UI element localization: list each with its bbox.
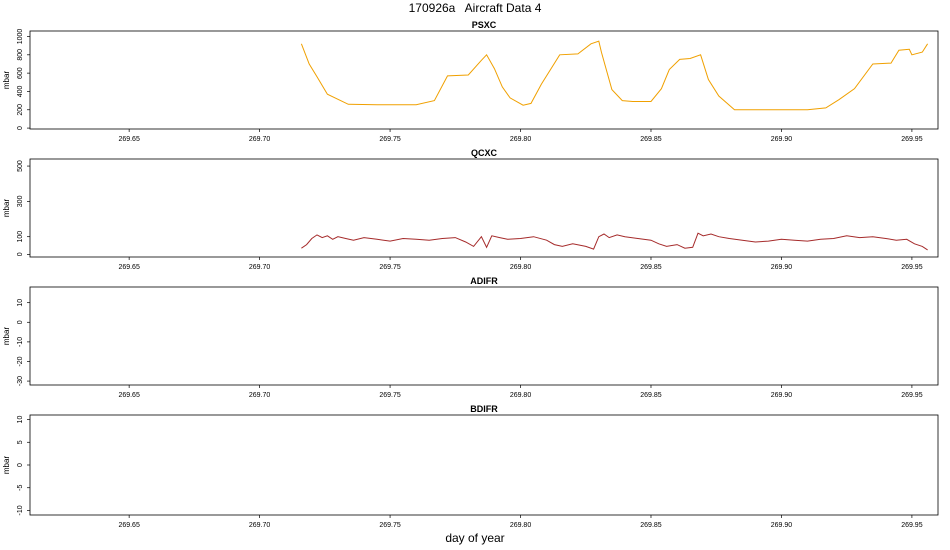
x-tick-label: 269.85 bbox=[640, 136, 662, 143]
y-tick-label: -30 bbox=[17, 376, 24, 386]
y-tick-label: 300 bbox=[17, 195, 24, 207]
x-tick-label: 269.95 bbox=[901, 136, 923, 143]
x-tick-label: 269.75 bbox=[379, 264, 401, 271]
x-tick-label: 269.80 bbox=[510, 136, 532, 143]
x-tick-label: 269.70 bbox=[249, 136, 271, 143]
panel-psxc: PSXC mbar 269.65 269.70 269.75 269.80 269.85 26… bbox=[2, 20, 939, 143]
y-tick-label: 800 bbox=[17, 49, 24, 61]
x-tick-label: 269.95 bbox=[901, 392, 923, 399]
y-tick-label: -20 bbox=[17, 356, 24, 366]
x-tick-label: 269.80 bbox=[510, 264, 532, 271]
x-tick-label: 269.80 bbox=[510, 392, 532, 399]
y-axis-label: mbar bbox=[2, 456, 11, 475]
x-tick-label: 269.90 bbox=[771, 392, 793, 399]
y-tick-label: 5 bbox=[17, 440, 24, 444]
y-tick-label: 1000 bbox=[17, 29, 24, 45]
panel-bdifr: BDIFR mbar 269.65 269.70 269.75 269.80 269.85 2… bbox=[2, 404, 939, 529]
plot-frame bbox=[29, 30, 939, 130]
y-tick-label: 0 bbox=[17, 126, 24, 130]
y-tick-label: 400 bbox=[17, 86, 24, 98]
x-tick-label: 269.65 bbox=[118, 136, 140, 143]
y-tick-label: 0 bbox=[17, 252, 24, 256]
y-tick-label: 0 bbox=[17, 463, 24, 467]
y-tick-label: -10 bbox=[17, 337, 24, 347]
x-tick-label: 269.65 bbox=[118, 264, 140, 271]
x-tick-label: 269.95 bbox=[901, 522, 923, 529]
x-tick-label: 269.90 bbox=[771, 264, 793, 271]
y-tick-label: 0 bbox=[17, 320, 24, 324]
x-tick-label: 269.70 bbox=[249, 392, 271, 399]
plot-frame bbox=[29, 414, 939, 516]
series-line bbox=[300, 40, 929, 111]
panel-title: PSXC bbox=[472, 20, 497, 30]
x-tick-label: 269.90 bbox=[771, 522, 793, 529]
x-tick-label: 269.75 bbox=[379, 136, 401, 143]
x-tick-label: 269.70 bbox=[249, 522, 271, 529]
panel-title: QCXC bbox=[471, 148, 498, 158]
x-axis-label: day of year bbox=[445, 531, 505, 545]
y-tick-label: 600 bbox=[17, 67, 24, 79]
panel-title: ADIFR bbox=[470, 276, 498, 286]
chart-main-title: 170926a Aircraft Data 4 bbox=[408, 1, 542, 15]
x-tick-label: 269.75 bbox=[379, 392, 401, 399]
y-tick-label: 200 bbox=[17, 104, 24, 116]
x-tick-label: 269.90 bbox=[771, 136, 793, 143]
x-tick-label: 269.70 bbox=[249, 264, 271, 271]
y-tick-label: -5 bbox=[17, 485, 24, 491]
series-line bbox=[301, 232, 928, 251]
plot-frame bbox=[29, 158, 939, 258]
y-tick-label: 10 bbox=[17, 299, 24, 307]
panel-qcxc: QCXC mbar 269.65 269.70 269.75 269.80 269.85 26… bbox=[2, 148, 939, 271]
y-axis-label: mbar bbox=[2, 71, 11, 90]
y-tick-label: 10 bbox=[17, 416, 24, 424]
x-tick-label: 269.95 bbox=[901, 264, 923, 271]
x-tick-label: 269.80 bbox=[510, 522, 532, 529]
panel-title: BDIFR bbox=[470, 404, 498, 414]
y-axis-label: mbar bbox=[2, 199, 11, 218]
panel-adifr: ADIFR mbar 269.65 269.70 269.75 269.80 269.85 2… bbox=[2, 276, 939, 399]
y-tick-label: 500 bbox=[17, 160, 24, 172]
x-tick-label: 269.85 bbox=[640, 264, 662, 271]
plot-frame bbox=[29, 286, 939, 386]
x-tick-label: 269.65 bbox=[118, 522, 140, 529]
x-tick-label: 269.85 bbox=[640, 392, 662, 399]
x-tick-label: 269.75 bbox=[379, 522, 401, 529]
y-tick-label: 100 bbox=[17, 231, 24, 243]
x-tick-label: 269.85 bbox=[640, 522, 662, 529]
y-tick-label: -10 bbox=[17, 505, 24, 515]
y-axis-label: mbar bbox=[2, 327, 11, 346]
x-tick-label: 269.65 bbox=[118, 392, 140, 399]
